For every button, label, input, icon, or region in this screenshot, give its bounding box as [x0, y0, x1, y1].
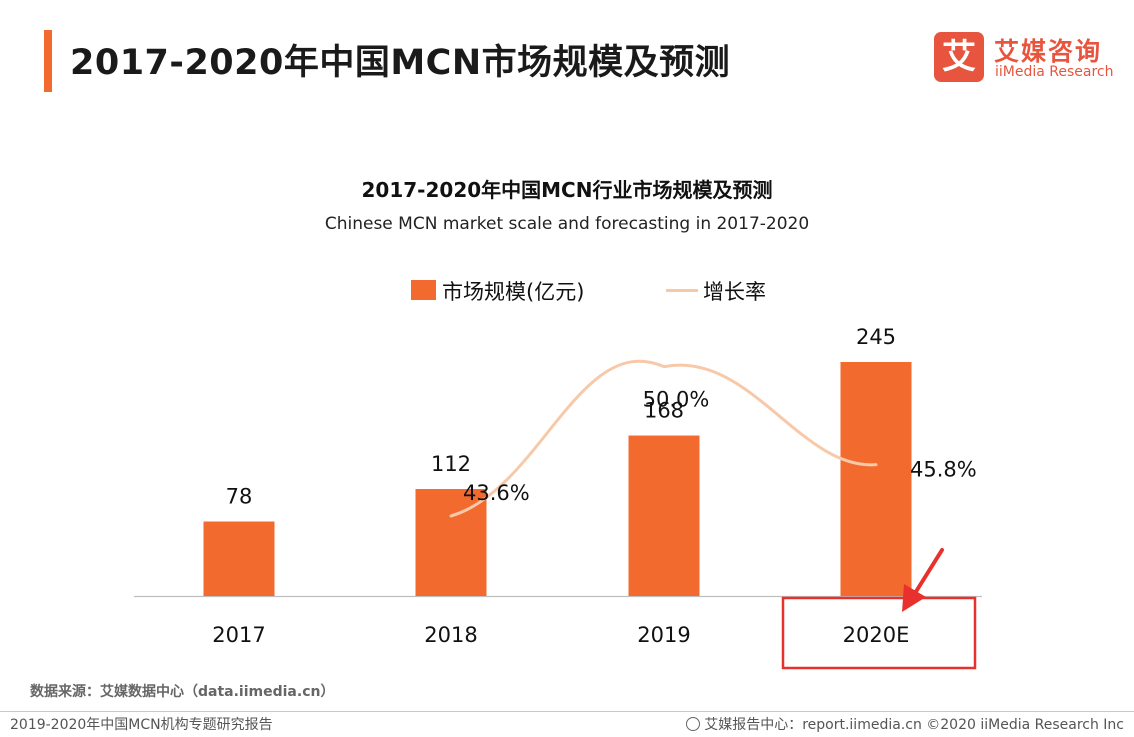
logo-name-en: iiMedia Research: [995, 64, 1114, 80]
highlight-arrow-shaft: [910, 548, 944, 600]
legend-swatch-market-size: [411, 280, 436, 300]
legend-swatch-growth-rate: [666, 289, 698, 292]
iimedia-logo: 艾 艾媒咨询 iiMedia Research: [934, 30, 1124, 86]
x-tick-label-2020E: 2020E: [843, 623, 910, 647]
bar-2017: [203, 521, 275, 596]
chart-title: 2017-2020年中国MCN行业市场规模及预测: [361, 178, 773, 202]
page-title: 2017-2020年中国MCN市场规模及预测: [70, 43, 731, 83]
footer-report-title: 2019-2020年中国MCN机构专题研究报告: [10, 717, 273, 733]
bar-value-label-2019: 168: [644, 399, 684, 423]
footer-credits-text: 艾媒报告中心：report.iimedia.cn ©2020 iiMedia R…: [704, 717, 1124, 733]
bar-2019: [628, 435, 700, 596]
logo-mark-icon: 艾: [934, 32, 984, 82]
rate-label-2019: 50.0%: [643, 388, 710, 412]
chart-subtitle: Chinese MCN market scale and forecasting…: [324, 214, 810, 234]
legend-label-market-size: 市场规模(亿元): [442, 280, 585, 304]
bar-value-label-2018: 112: [431, 452, 471, 476]
highlight-arrow-head-icon: [902, 584, 926, 612]
rate-label-2020E: 45.8%: [910, 458, 977, 482]
x-tick-label-2019: 2019: [637, 623, 690, 647]
bar-value-label-2020E: 245: [856, 325, 896, 349]
rate-label-2018: 43.6%: [463, 481, 530, 505]
bar-2020E: [840, 362, 912, 596]
legend-label-growth-rate: 增长率: [703, 280, 766, 304]
x-tick-label-2017: 2017: [212, 623, 265, 647]
growth-rate-line: [449, 359, 878, 518]
title-accent-bar: [44, 30, 52, 92]
x-tick-label-2018: 2018: [424, 623, 477, 647]
bar-value-label-2017: 78: [226, 485, 253, 509]
highlight-box-2020E: [781, 596, 977, 670]
source-note: 数据来源：艾媒数据中心（data.iimedia.cn）: [30, 684, 335, 700]
logo-name-cn: 艾媒咨询: [994, 37, 1103, 66]
footer-divider: [0, 711, 1134, 712]
globe-icon: [686, 717, 701, 731]
footer-credits: 艾媒报告中心：report.iimedia.cn ©2020 iiMedia R…: [686, 714, 1124, 734]
